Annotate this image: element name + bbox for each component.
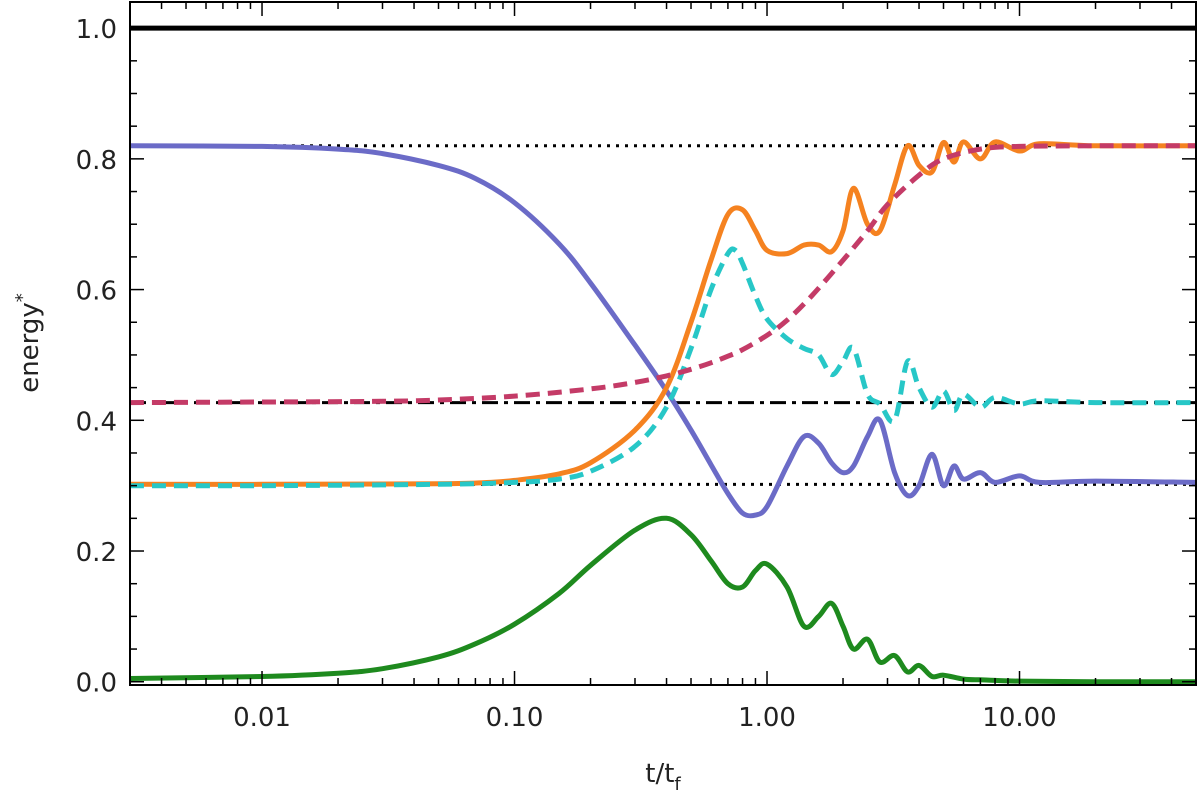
y-axis-title-main: energy: [15, 302, 45, 393]
y-tick-label: 1.0: [76, 15, 117, 45]
x-tick-labels: 0.01 0.10 1.00 10.00: [233, 703, 1057, 733]
plot-frame: [129, 1, 1197, 686]
series-lines: [129, 139, 1197, 685]
y-axis-title: energy*: [12, 293, 45, 393]
series-line-4: [129, 143, 1197, 406]
x-tick-label: 1.00: [738, 703, 796, 733]
x-axis-title: t/tf: [645, 759, 681, 795]
x-tick-label: 0.01: [233, 703, 291, 733]
y-axis-title-sup: *: [12, 293, 33, 302]
x-axis-title-sub: f: [674, 774, 681, 795]
y-tick-label: 0.4: [76, 407, 117, 437]
y-tick-label: 0.0: [76, 669, 117, 699]
reference-lines: [130, 25, 1196, 486]
x-tick-label: 10.00: [982, 703, 1056, 733]
series-line-2: [129, 139, 1197, 487]
axis-ticks: [129, 2, 1197, 685]
y-tick-label: 0.8: [76, 146, 117, 176]
series-line-1: [129, 143, 1197, 519]
x-tick-label: 0.10: [486, 703, 544, 733]
series-line-3: [129, 246, 1197, 489]
x-axis-title-main: t/t: [645, 759, 674, 789]
y-tick-label: 0.2: [76, 538, 117, 568]
y-tick-label: 0.6: [76, 277, 117, 307]
series-line-5: [129, 515, 1197, 685]
y-tick-labels: 0.0 0.2 0.4 0.6 0.8 1.0: [76, 15, 117, 699]
